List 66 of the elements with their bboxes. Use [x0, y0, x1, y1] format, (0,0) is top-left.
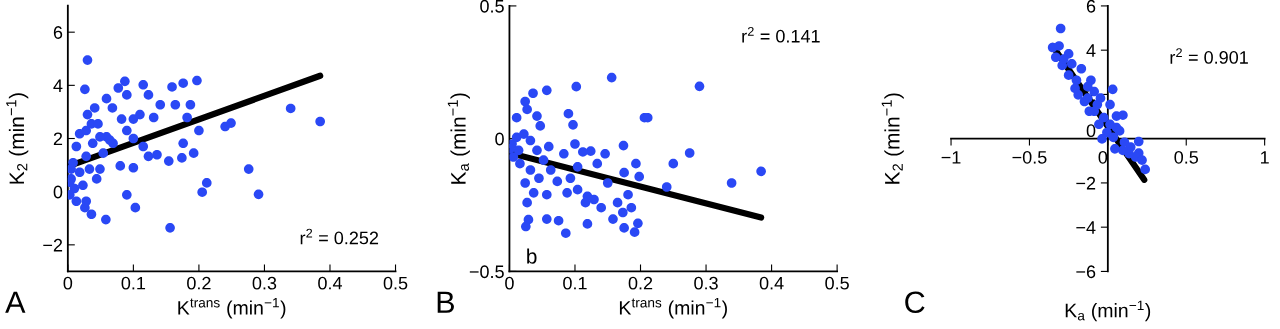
y-tick-label: −0.5 [469, 265, 504, 279]
y-tick-label: 4 [53, 79, 63, 92]
x-tick-label: 0.3 [252, 276, 277, 290]
point [1070, 83, 1080, 94]
annotation: r$^{2}$ = 0.901 [1170, 48, 1248, 64]
point [1055, 23, 1066, 34]
point [1071, 75, 1082, 86]
point [1066, 59, 1077, 69]
x-axis-title: K$^{trans}$ (min$^{−1}$) [178, 298, 286, 319]
x-tick-label: 0 [1098, 150, 1108, 164]
annotation: b [527, 248, 537, 264]
point [1076, 63, 1087, 74]
point [1133, 136, 1144, 147]
x-tick-label: 0.5 [383, 276, 408, 290]
y-axis-title: K$_{2}$ (min$^{−1}$) [881, 93, 904, 184]
x-tick-label: 0.2 [628, 276, 653, 290]
text: A [5, 291, 26, 313]
point [1082, 81, 1093, 92]
point [1111, 111, 1122, 121]
text: B [437, 291, 454, 313]
y-tick-label: 0 [495, 132, 504, 146]
x-tick-label: 0.1 [563, 276, 587, 290]
point [1137, 155, 1147, 165]
y-tick-label: 0 [1086, 124, 1096, 138]
x-tick-label: 0 [505, 276, 514, 290]
point [1054, 41, 1064, 51]
x-tick-label: 0 [63, 276, 73, 290]
point [1105, 99, 1115, 110]
x-tick-label: 0.5 [1174, 150, 1199, 164]
x-tick-label: 0.2 [187, 276, 211, 290]
y-tick-label: 2 [53, 132, 63, 146]
point [1140, 164, 1150, 175]
point [1107, 84, 1118, 95]
point [1110, 144, 1120, 154]
point [1118, 145, 1128, 156]
y-tick-label: 0 [53, 185, 63, 199]
y-tick-label: 6 [1086, 0, 1096, 13]
y-tick-label: −6 [1076, 265, 1096, 279]
annotation: r$^{2}$ = 0.141 [742, 26, 820, 43]
y-tick-label: −4 [1076, 221, 1096, 234]
point [1108, 132, 1119, 143]
point [1063, 70, 1074, 80]
point [1092, 99, 1103, 110]
x-tick-label: −0.5 [1012, 150, 1047, 164]
x-tick-label: 0.3 [694, 276, 718, 290]
y-tick-label: 0.5 [480, 0, 504, 13]
text: C [905, 291, 925, 314]
x-tick-label: −1 [941, 151, 961, 164]
x-tick-label: 0.1 [121, 276, 146, 290]
y-tick-label: −2 [43, 238, 63, 252]
x-tick-label: 1 [1261, 151, 1269, 164]
y-axis-title: K$_{2}$ (min$^{−1}$) [6, 93, 29, 184]
point [1050, 52, 1061, 63]
x-tick-label: 0.4 [318, 276, 343, 290]
x-axis-title: K$_{a}$ (min$^{−1}$) [1065, 300, 1151, 322]
y-tick-label: 4 [1086, 44, 1096, 57]
point [1097, 134, 1107, 144]
point [1058, 54, 1069, 64]
x-tick-label: 0.4 [759, 276, 784, 290]
y-tick-label: −2 [1076, 176, 1096, 190]
x-tick-label: 0.5 [825, 276, 849, 290]
point [1111, 122, 1122, 133]
y-axis-title: K$_{a}$ (min$^{−1}$) [447, 93, 470, 184]
y-tick-label: 6 [53, 26, 63, 39]
x-axis-title: K$^{trans}$ (min$^{−1}$) [619, 297, 727, 319]
annotation: r$^{2}$ = 0.252 [300, 228, 379, 245]
